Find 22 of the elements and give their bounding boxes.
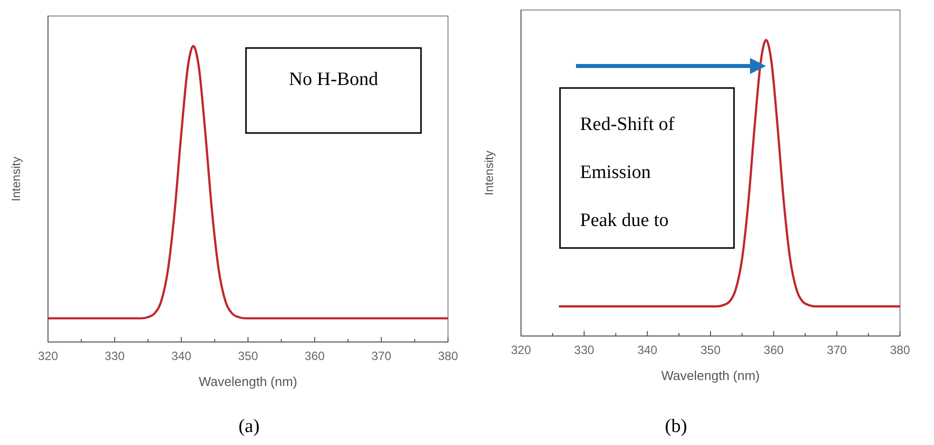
x-tick-label: 360 (304, 349, 325, 363)
x-tick-label: 380 (890, 343, 910, 357)
x-tick-label: 320 (510, 343, 532, 357)
x-axis-title: Wavelength (nm) (198, 374, 298, 389)
x-tick-label: 330 (104, 349, 125, 363)
x-tick-label: 350 (238, 349, 258, 363)
x-tick-label: 340 (637, 343, 658, 357)
x-tick-label: 350 (700, 343, 721, 357)
text: (b) (664, 416, 688, 437)
x-tick-label: 360 (764, 343, 784, 357)
x-tick-label: 380 (438, 349, 458, 363)
x-tick-label: 370 (371, 349, 392, 363)
text: (a) (238, 416, 260, 437)
y-axis-title: Intensity (9, 156, 23, 202)
x-tick-label: 340 (171, 349, 192, 363)
x-tick-label: 370 (826, 343, 848, 357)
x-tick-label: 330 (574, 343, 594, 357)
x-tick-label: 320 (38, 349, 58, 363)
annotation: No H-Bond (288, 69, 379, 90)
x-axis-title: Wavelength (nm) (661, 368, 760, 383)
y-axis-title: Intensity (482, 150, 496, 196)
text: Red-Shift of Emission Peak due to (580, 114, 674, 231)
